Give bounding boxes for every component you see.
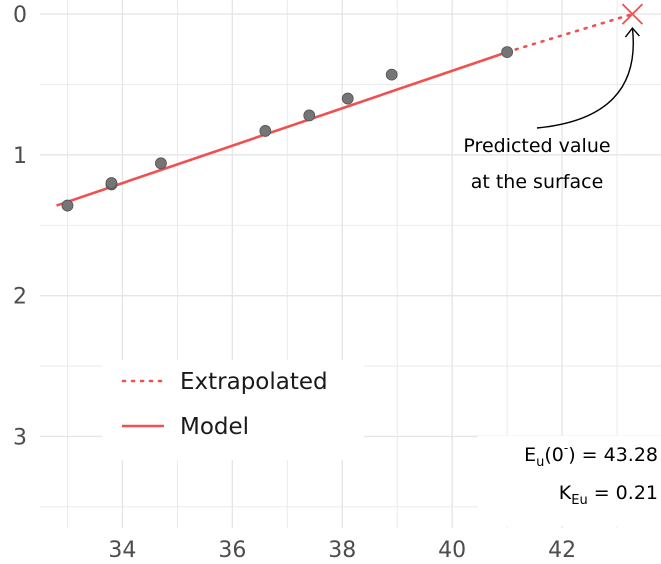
x-tick-label: 34 (108, 538, 136, 563)
data-point (259, 125, 272, 137)
data-point (105, 177, 118, 189)
y-tick-label: 1 (13, 144, 27, 169)
legend: Extrapolated Model (102, 360, 364, 460)
series-lines (56, 12, 634, 207)
x-tick-labels: 34 36 38 40 42 (108, 538, 576, 563)
y-tick-labels: 0 1 2 3 (13, 3, 27, 450)
predicted-marker (621, 3, 644, 25)
series-line-extrapolated (505, 12, 634, 54)
y-tick-label: 2 (13, 285, 27, 310)
y-tick-label: 0 (13, 3, 27, 28)
k-stat-label: KEu = 0.21 (559, 482, 658, 508)
data-point (303, 109, 316, 122)
x-tick-label: 40 (438, 538, 466, 563)
annotation-line-1: Predicted value (463, 135, 610, 157)
series-line-model (56, 50, 508, 207)
stats-box (478, 436, 661, 526)
data-point (501, 46, 514, 58)
legend-label-model: Model (180, 414, 249, 440)
x-tick-label: 42 (548, 538, 576, 563)
y-tick-label: 3 (13, 425, 27, 450)
data-point (155, 157, 167, 170)
x-tick-label: 38 (328, 538, 356, 563)
annotation-line-2: at the surface (471, 171, 604, 193)
data-points (61, 46, 514, 212)
data-point (385, 68, 398, 81)
data-point (341, 92, 354, 105)
annotation-arrowhead (624, 26, 640, 38)
eu-stat-label: Eu(0-) = 43.28 (524, 441, 658, 470)
annotation-arrow (536, 28, 634, 129)
data-point (61, 199, 74, 212)
predicted-x-stroke (621, 3, 644, 25)
legend-label-extrapolated: Extrapolated (180, 369, 328, 395)
legend-box (102, 360, 364, 460)
x-tick-label: 36 (218, 538, 246, 563)
